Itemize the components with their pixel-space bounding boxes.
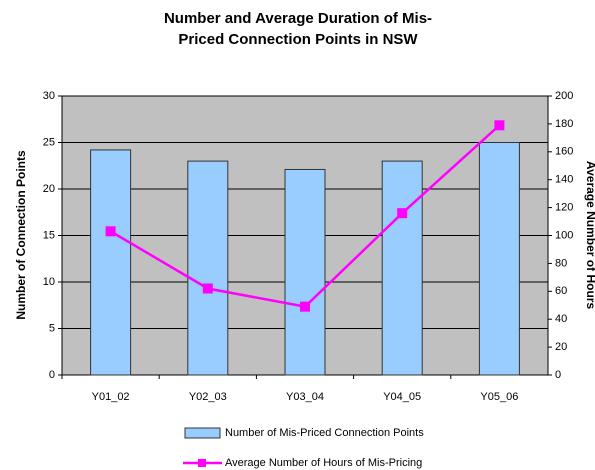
x-tick-label: Y01_02 bbox=[92, 391, 130, 403]
y-tick-label: 20 bbox=[43, 183, 55, 195]
y2-tick-label: 120 bbox=[555, 202, 573, 214]
bar bbox=[90, 149, 132, 376]
y-tick-label: 30 bbox=[43, 90, 55, 102]
marker bbox=[397, 208, 408, 219]
bar bbox=[478, 142, 520, 376]
y2-tick-label: 180 bbox=[555, 118, 573, 130]
y2-tick-label: 0 bbox=[555, 369, 561, 381]
y2-tick-label: 140 bbox=[555, 174, 573, 186]
y2-tick-label: 200 bbox=[555, 90, 573, 102]
marker bbox=[300, 301, 310, 312]
y-tick-label: 10 bbox=[43, 276, 55, 288]
y2-tick-label: 80 bbox=[555, 257, 567, 269]
marker bbox=[105, 226, 116, 237]
y2-axis-label: Average Number of Hours bbox=[584, 161, 595, 310]
y-tick-label: 25 bbox=[43, 136, 55, 148]
marker bbox=[202, 283, 213, 294]
x-tick-label: Y04_05 bbox=[383, 391, 421, 403]
y2-tick-label: 60 bbox=[555, 285, 567, 297]
x-tick-label: Y03_04 bbox=[286, 391, 324, 403]
y-tick-label: 0 bbox=[49, 369, 55, 381]
bar bbox=[284, 168, 326, 376]
x-tick-label: Y05_06 bbox=[480, 391, 518, 403]
y2-tick-label: 160 bbox=[555, 146, 573, 158]
y2-tick-label: 100 bbox=[555, 229, 573, 241]
chart-title: Number and Average Duration of Mis-Price… bbox=[163, 10, 433, 48]
legend-label: Number of Mis-Priced Connection Points bbox=[225, 427, 424, 439]
y-tick-label: 5 bbox=[49, 322, 55, 334]
legend-label: Average Number of Hours of Mis-Pricing bbox=[225, 457, 422, 469]
y-tick-label: 15 bbox=[43, 229, 55, 241]
legend-marker bbox=[198, 459, 206, 467]
legend-swatch bbox=[184, 427, 221, 439]
y-axis-label: Number of Connection Points bbox=[14, 150, 28, 320]
marker bbox=[494, 120, 505, 131]
x-tick-label: Y02_03 bbox=[189, 391, 227, 403]
y2-tick-label: 20 bbox=[555, 341, 567, 353]
bar bbox=[381, 160, 423, 376]
bar bbox=[187, 160, 229, 376]
y2-tick-label: 40 bbox=[555, 313, 567, 325]
